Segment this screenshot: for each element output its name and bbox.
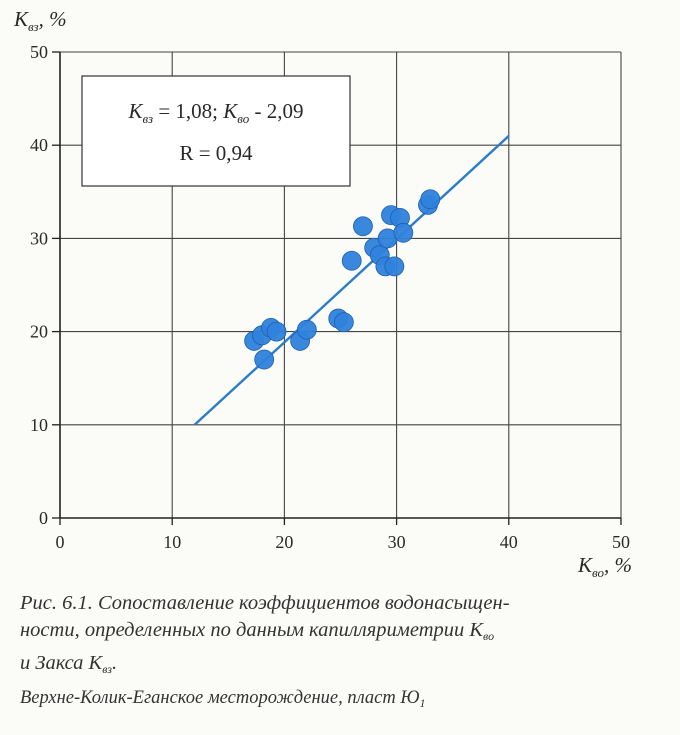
- data-point-21: [420, 189, 441, 210]
- caption-line-3: и Закса Kвз.: [20, 650, 670, 683]
- eq-middle: = 1,08;: [153, 99, 223, 123]
- caption-main: Рис. 6.1. Сопоставление коэффициентов во…: [20, 590, 670, 683]
- caption-source-sub: 1: [419, 696, 426, 710]
- eq-k1: K: [128, 99, 144, 123]
- trendline-layer: [193, 134, 510, 426]
- y-tick-label-20: 20: [30, 322, 48, 342]
- annotation-equation: Kвз = 1,08; Kво - 2,09: [128, 99, 304, 126]
- data-point-5: [254, 349, 275, 370]
- x-axis-title-unit: , %: [604, 553, 632, 577]
- caption-line-2: ности, определенных по данным капиллярим…: [20, 617, 670, 650]
- caption-line-1: Рис. 6.1. Сопоставление коэффициентов во…: [20, 592, 510, 614]
- y-tick-label-50: 50: [30, 42, 48, 62]
- x-axis-title-main: K: [577, 553, 593, 577]
- caption-line-2-sub: во: [483, 629, 495, 643]
- y-tick-label-10: 10: [30, 415, 48, 435]
- data-point-11: [353, 216, 373, 237]
- annotation-box: [81, 75, 351, 187]
- y-axis-title-unit: , %: [39, 7, 67, 31]
- eq-k2-sub: во: [237, 111, 249, 126]
- x-tick-label-30: 30: [388, 532, 406, 552]
- tick-labels: 0 10 20 30 40 50 0 10 20 30 40 50: [30, 42, 630, 552]
- regression-annotation: Kвз = 1,08; Kво - 2,09 R = 0,94: [81, 75, 351, 187]
- caption-line-2-text: ности, определенных по данным капиллярим…: [20, 619, 484, 641]
- caption-source-text: Верхне-Колик-Еганское месторождение, пла…: [20, 688, 420, 708]
- eq-k2: K: [222, 99, 238, 123]
- x-tick-label-50: 50: [612, 532, 630, 552]
- y-tick-label-40: 40: [30, 135, 48, 155]
- data-point-7: [296, 319, 317, 340]
- x-tick-label-40: 40: [500, 532, 518, 552]
- x-tick-label-20: 20: [275, 532, 293, 552]
- data-points: [244, 189, 441, 370]
- caption-line-3-sub: вз: [102, 662, 112, 676]
- data-point-9: [333, 312, 354, 333]
- caption-line-3-pre: и Закса K: [20, 652, 103, 674]
- y-tick-label-0: 0: [39, 508, 48, 528]
- y-axis-title-main: K: [13, 7, 29, 31]
- data-point-17: [384, 256, 405, 277]
- caption-source: Верхне-Колик-Еганское месторождение, пла…: [20, 685, 670, 716]
- trendline: [193, 134, 510, 426]
- y-tick-label-30: 30: [30, 228, 48, 248]
- annotation-r-value: R = 0,94: [179, 141, 253, 165]
- x-axis-title-sub: во: [592, 565, 604, 580]
- y-axis-title-sub: вз: [28, 19, 39, 34]
- y-axis-title: Kвз, %: [13, 7, 67, 34]
- data-point-10: [341, 250, 362, 271]
- axes: [52, 51, 622, 525]
- data-point-19: [393, 222, 414, 243]
- caption-line-3-post: .: [111, 652, 118, 674]
- x-tick-label-10: 10: [163, 532, 181, 552]
- figure-caption: Рис. 6.1. Сопоставление коэффициентов во…: [20, 590, 670, 716]
- x-axis-title: Kво, %: [577, 553, 632, 580]
- x-tick-label-0: 0: [56, 532, 65, 552]
- eq-tail: - 2,09: [249, 99, 303, 123]
- eq-k1-sub: вз: [143, 111, 154, 126]
- data-point-4: [266, 321, 287, 342]
